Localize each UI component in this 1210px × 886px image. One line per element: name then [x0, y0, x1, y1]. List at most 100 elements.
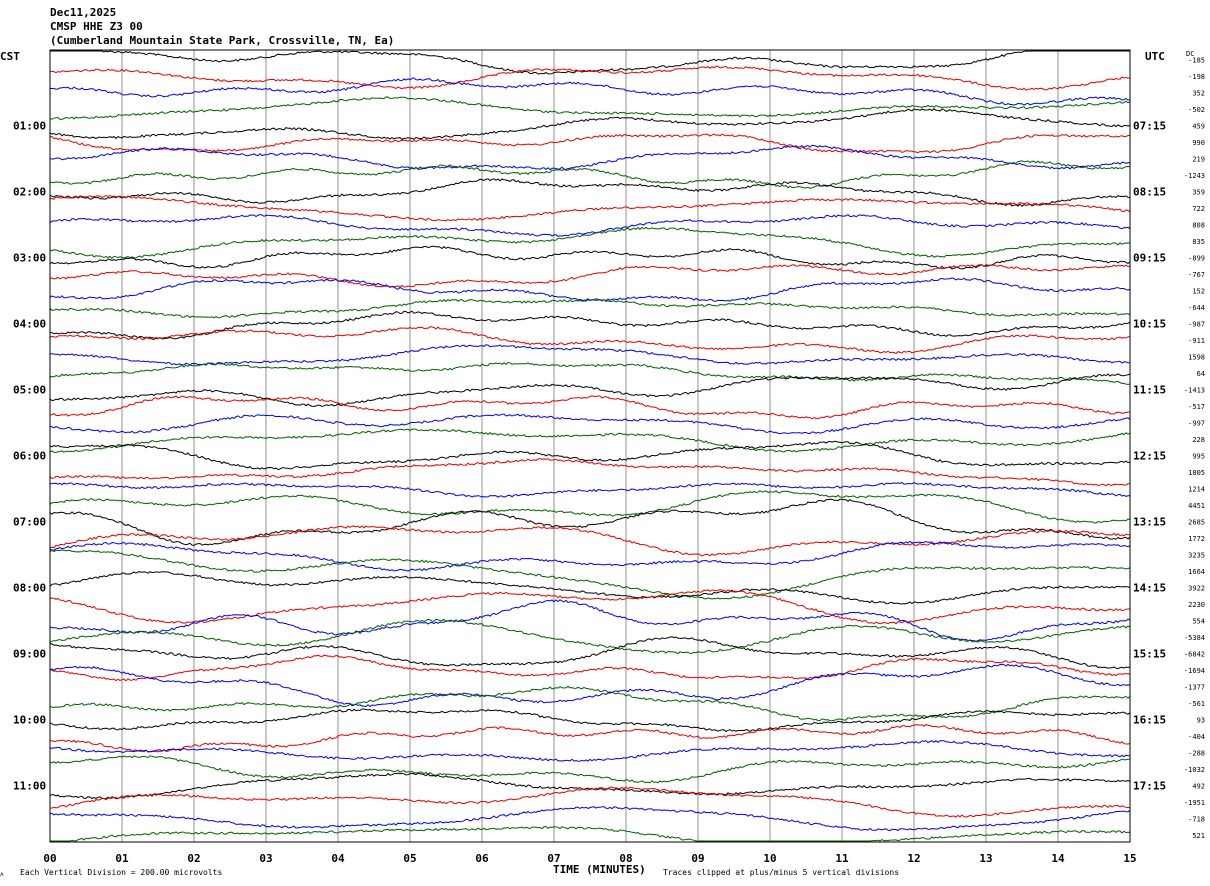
- trace-black: [49, 108, 1131, 141]
- division-note: Each Vertical Division = 200.00 microvol…: [20, 868, 222, 877]
- x-axis-title: TIME (MINUTES): [553, 863, 646, 876]
- trace-black: [49, 636, 1131, 670]
- trace-black: [49, 708, 1131, 733]
- dc-offset-label: -6842: [1184, 651, 1205, 659]
- dc-offset-label: -1032: [1184, 766, 1205, 774]
- trace-green: [49, 428, 1131, 453]
- dc-offset-label: -404: [1188, 733, 1205, 741]
- trace-red: [49, 194, 1131, 222]
- trace-blue: [49, 144, 1131, 171]
- trace-green: [49, 160, 1131, 189]
- trace-green: [49, 618, 1131, 655]
- trace-black: [49, 373, 1131, 408]
- dc-offset-label: -987: [1188, 321, 1205, 329]
- trace-green: [49, 361, 1130, 385]
- trace-blue: [49, 344, 1131, 366]
- trace-green: [49, 685, 1131, 722]
- left-hour-label: 11:00: [13, 780, 46, 793]
- trace-red: [49, 326, 1131, 354]
- left-hour-labels: 01:00 02:00 03:00 04:00 05:00 06:00 07:00 08:00…: [13, 120, 46, 793]
- dc-offset-label: -185: [1188, 57, 1205, 65]
- right-hour-labels: 07:15 08:15 09:15 10:15 11:15 12:15 13:15 14:15…: [1133, 120, 1166, 793]
- dc-offset-label: 93: [1197, 717, 1205, 725]
- left-hour-label: 07:00: [13, 516, 46, 529]
- trace-blue: [49, 740, 1131, 762]
- dc-offset-label: 459: [1192, 123, 1205, 131]
- x-tick-label: 10: [763, 852, 776, 865]
- trace-red: [49, 264, 1131, 288]
- dc-offset-label: -5384: [1184, 634, 1205, 642]
- right-timezone-label: UTC: [1145, 50, 1165, 63]
- x-tick-label: 00: [43, 852, 56, 865]
- dc-offset-label: 1664: [1188, 568, 1205, 576]
- right-hour-label: 17:15: [1133, 780, 1166, 793]
- x-tick-label: 11: [835, 852, 849, 865]
- trace-red: [49, 133, 1131, 154]
- right-hour-label: 08:15: [1133, 186, 1166, 199]
- x-tick-label: 15: [1123, 852, 1136, 865]
- dc-offset-label: 990: [1192, 139, 1205, 147]
- dc-offset-label: 808: [1192, 222, 1205, 230]
- dc-offset-label: -502: [1188, 106, 1205, 114]
- dc-offset-label: 228: [1192, 436, 1205, 444]
- trace-blue: [49, 806, 1131, 832]
- left-timezone-label: CST: [0, 50, 20, 63]
- dc-offset-label: 3922: [1188, 585, 1205, 593]
- header-location: (Cumberland Mountain State Park, Crossvi…: [50, 34, 394, 47]
- x-tick-label: 13: [979, 852, 992, 865]
- dc-offset-label: 152: [1192, 288, 1205, 296]
- trace-red: [49, 786, 1131, 818]
- dc-offset-label: 352: [1192, 90, 1205, 98]
- header-station: CMSP HHE Z3 00: [50, 20, 143, 33]
- x-tick-label: 14: [1051, 852, 1065, 865]
- dc-offset-label: 359: [1192, 189, 1205, 197]
- trace-black: [49, 310, 1131, 340]
- left-hour-label: 09:00: [13, 648, 46, 661]
- right-hour-label: 11:15: [1133, 384, 1166, 397]
- trace-black: [49, 772, 1131, 800]
- trace-red: [50, 65, 1131, 91]
- x-tick-label: 04: [331, 852, 345, 865]
- dc-offset-label: -767: [1188, 271, 1205, 279]
- x-tick-label: 09: [691, 852, 704, 865]
- x-tick-label: 02: [187, 852, 200, 865]
- x-tick-label: 12: [907, 852, 920, 865]
- dc-offset-label: 2230: [1188, 601, 1205, 609]
- x-tick-label: 06: [475, 852, 489, 865]
- dc-offset-label: -1377: [1184, 684, 1205, 692]
- dc-offset-label: -1243: [1184, 172, 1205, 180]
- trace-blue: [49, 663, 1131, 708]
- dc-offset-label: -517: [1188, 403, 1205, 411]
- trace-green: [49, 549, 1131, 600]
- dc-offset-label: -1413: [1184, 387, 1205, 395]
- trace-blue: [49, 213, 1131, 237]
- trace-black: [50, 50, 1130, 75]
- right-hour-label: 09:15: [1133, 252, 1166, 265]
- dc-offset-label: 1598: [1188, 354, 1205, 362]
- trace-black: [49, 440, 1131, 471]
- dc-offset-label: 3235: [1188, 552, 1205, 560]
- x-tick-label: 01: [115, 852, 129, 865]
- right-hour-label: 15:15: [1133, 648, 1166, 661]
- right-hour-label: 10:15: [1133, 318, 1166, 331]
- x-tick-label: 03: [259, 852, 272, 865]
- dc-offset-label: 1805: [1188, 469, 1205, 477]
- logo-mark-icon: ʌ: [0, 871, 4, 878]
- trace-green: [49, 490, 1131, 524]
- dc-offset-label: -997: [1188, 420, 1205, 428]
- dc-offset-label: 1772: [1188, 535, 1205, 543]
- left-hour-label: 02:00: [13, 186, 46, 199]
- dc-offset-labels: -185 -198 352 -502 459 990 219 -1243 359 722 808 83…: [1184, 57, 1205, 841]
- dc-offset-label: 4451: [1188, 502, 1205, 510]
- trace-green: [49, 226, 1131, 259]
- x-tick-label: 07: [547, 852, 560, 865]
- trace-red: [49, 458, 1131, 487]
- left-hour-label: 05:00: [13, 384, 46, 397]
- left-hour-label: 03:00: [13, 252, 46, 265]
- trace-blue: [49, 599, 1131, 643]
- right-hour-label: 14:15: [1133, 582, 1166, 595]
- dc-offset-label: 1214: [1188, 486, 1205, 494]
- dc-offset-label: 995: [1192, 453, 1205, 461]
- dc-offset-label: -899: [1188, 255, 1205, 263]
